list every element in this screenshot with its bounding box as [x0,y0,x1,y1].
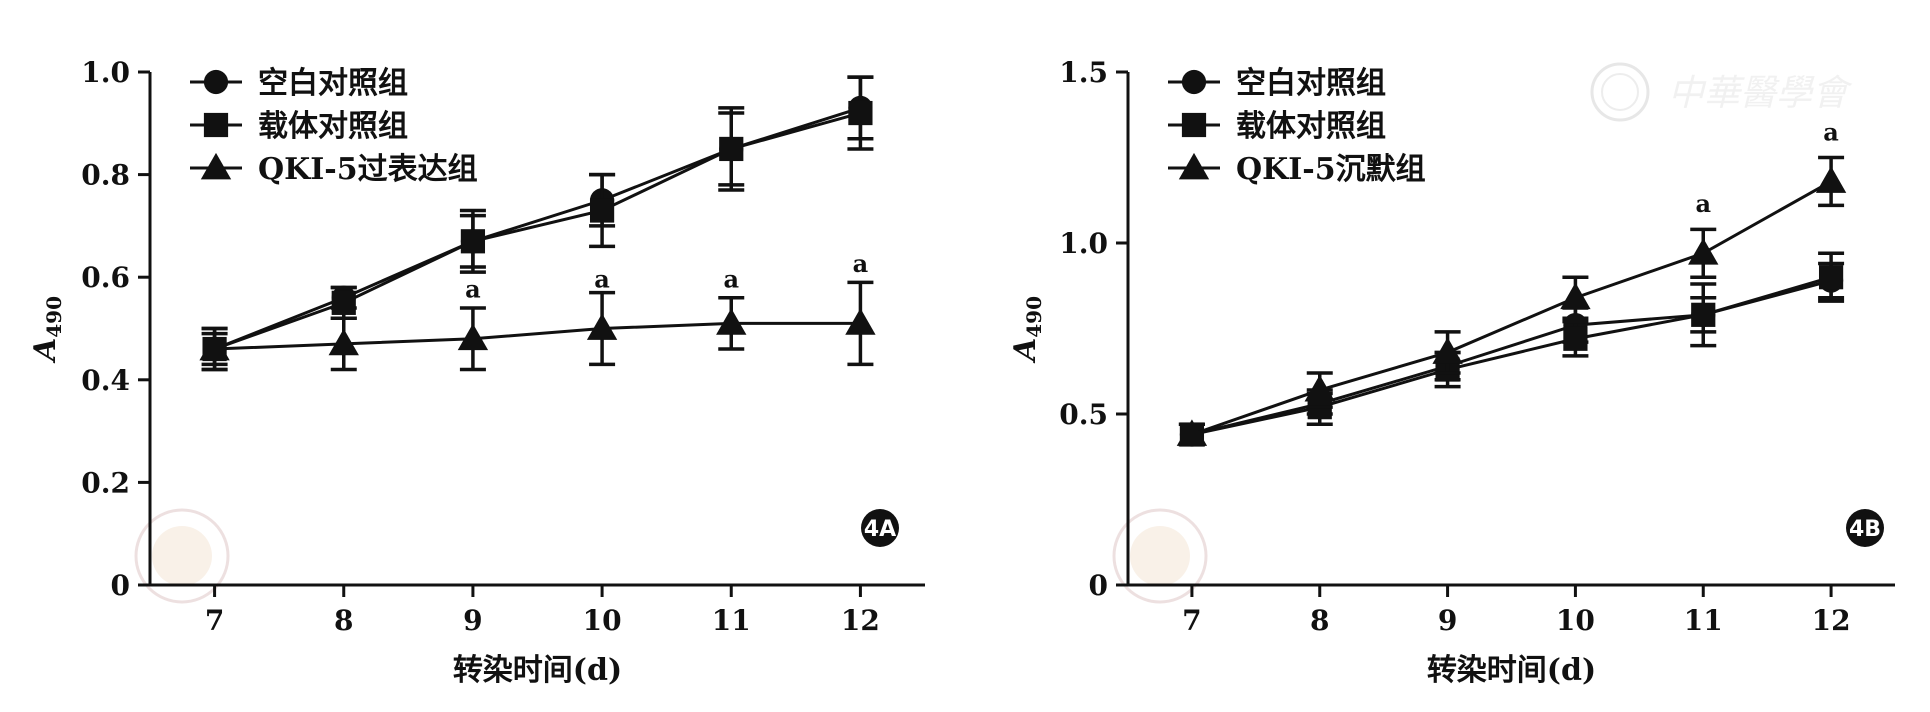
x-tick-label: 11 [1684,604,1723,637]
significance-label: a [1695,189,1711,218]
series-triangle [199,280,876,372]
y-tick-label: 0.5 [1059,398,1108,431]
panel-label-badge: 4A [861,509,899,547]
significance-label: a [853,249,869,278]
society-seal-top-right: 中華醫學會 [1590,62,1853,122]
data-point [460,229,486,254]
data-point [719,136,744,162]
data-point [1691,302,1716,327]
y-axis-label-main: A [1008,338,1043,364]
series-line [214,321,861,351]
panel-label: 4B [1849,517,1881,542]
x-tick-label: 9 [463,604,482,637]
legend-marker [203,69,229,95]
x-tick-label: 8 [334,604,353,637]
data-point [331,290,356,315]
x-tick-label: 11 [712,604,751,637]
data-point [716,308,747,335]
x-axis-label: 转染时间(d) [453,653,622,688]
y-axis-label-subscript: 490 [42,296,66,338]
x-tick-label: 7 [1182,604,1201,637]
data-point [1432,337,1463,364]
data-point [1688,238,1719,265]
y-tick-label: 1.5 [1059,56,1108,89]
data-point [845,308,876,335]
y-tick-label: 1.0 [1059,227,1108,260]
seal-ring [1112,508,1208,604]
data-point [586,313,618,340]
x-tick-label: 9 [1438,604,1457,637]
series-square [1178,251,1845,447]
seal-ring [134,508,230,604]
legend-label: 空白对照组 [1236,66,1386,101]
legend-label: 载体对照组 [258,109,408,144]
panel-label-circle [1846,509,1884,547]
y-tick-label: 1.0 [81,56,130,89]
x-tick-label: 12 [1812,604,1851,637]
legend-marker [203,112,229,138]
y-tick-label: 0 [1089,569,1108,602]
y-tick-label: 0 [111,569,130,602]
data-point [1818,265,1844,290]
data-point [1560,282,1591,310]
legend-label: QKI-5沉默组 [1236,152,1426,187]
x-tick-label: 8 [1310,604,1329,637]
series-line [1191,279,1832,436]
significance-label: a [1823,117,1839,146]
data-point [457,323,489,351]
series-line [1191,275,1832,436]
panel-label: 4A [864,517,896,542]
data-point [1815,166,1847,193]
seal-center [152,526,212,586]
legend-label: QKI-5过表达组 [258,152,478,187]
series-line [214,111,861,351]
y-tick-label: 0.8 [81,159,130,192]
x-tick-label: 7 [205,604,224,637]
series-triangle [1176,155,1847,447]
seal-center [1130,526,1190,586]
chart-panel-a: 0 0.2 0.4 0.6 0.8 1.0 7 8 9 10 11 12 转染时间(d) A490 a a a a… [28,56,925,688]
data-point [199,333,230,361]
data-point [1563,326,1588,351]
y-axis-label-main: A [28,338,63,364]
watermark: 中華醫學會 [1590,62,1853,122]
x-tick-label: 12 [841,604,880,637]
legend-label: 载体对照组 [1236,109,1386,144]
panel-label-badge: 4B [1846,509,1884,547]
seal-watermark [1112,508,1208,604]
seal-watermark [134,508,230,604]
series-line [1191,180,1832,436]
significance-label: a [723,264,739,293]
legend-marker [1178,152,1210,180]
panel-label-circle [861,509,899,547]
significance-label: a [465,275,481,304]
x-tick-label: 10 [583,604,622,637]
y-tick-label: 0.6 [81,261,130,294]
legend-marker [200,152,232,180]
significance-label: a [594,264,610,293]
y-axis-label: A490 [28,296,66,364]
x-axis-label: 转染时间(d) [1427,653,1596,688]
y-axis-label: A490 [1008,296,1046,364]
legend-marker [1181,69,1207,95]
legend-label: 空白对照组 [258,66,408,101]
y-axis-label-subscript: 490 [1022,296,1046,338]
data-point [848,100,873,126]
data-point [1304,374,1335,402]
data-point [589,198,615,223]
data-point [328,328,359,356]
data-point [1176,419,1208,446]
x-tick-label: 10 [1556,604,1595,637]
legend-marker [1181,112,1207,138]
y-tick-label: 0.4 [81,364,130,397]
chart-panel-b: 0 0.5 1.0 1.5 7 8 9 10 11 12 转染时间(d) A490 a a 空白对照组载体对… [1008,56,1895,688]
y-tick-label: 0.2 [81,466,130,499]
watermark-text: 中華醫學會 [1668,73,1853,114]
